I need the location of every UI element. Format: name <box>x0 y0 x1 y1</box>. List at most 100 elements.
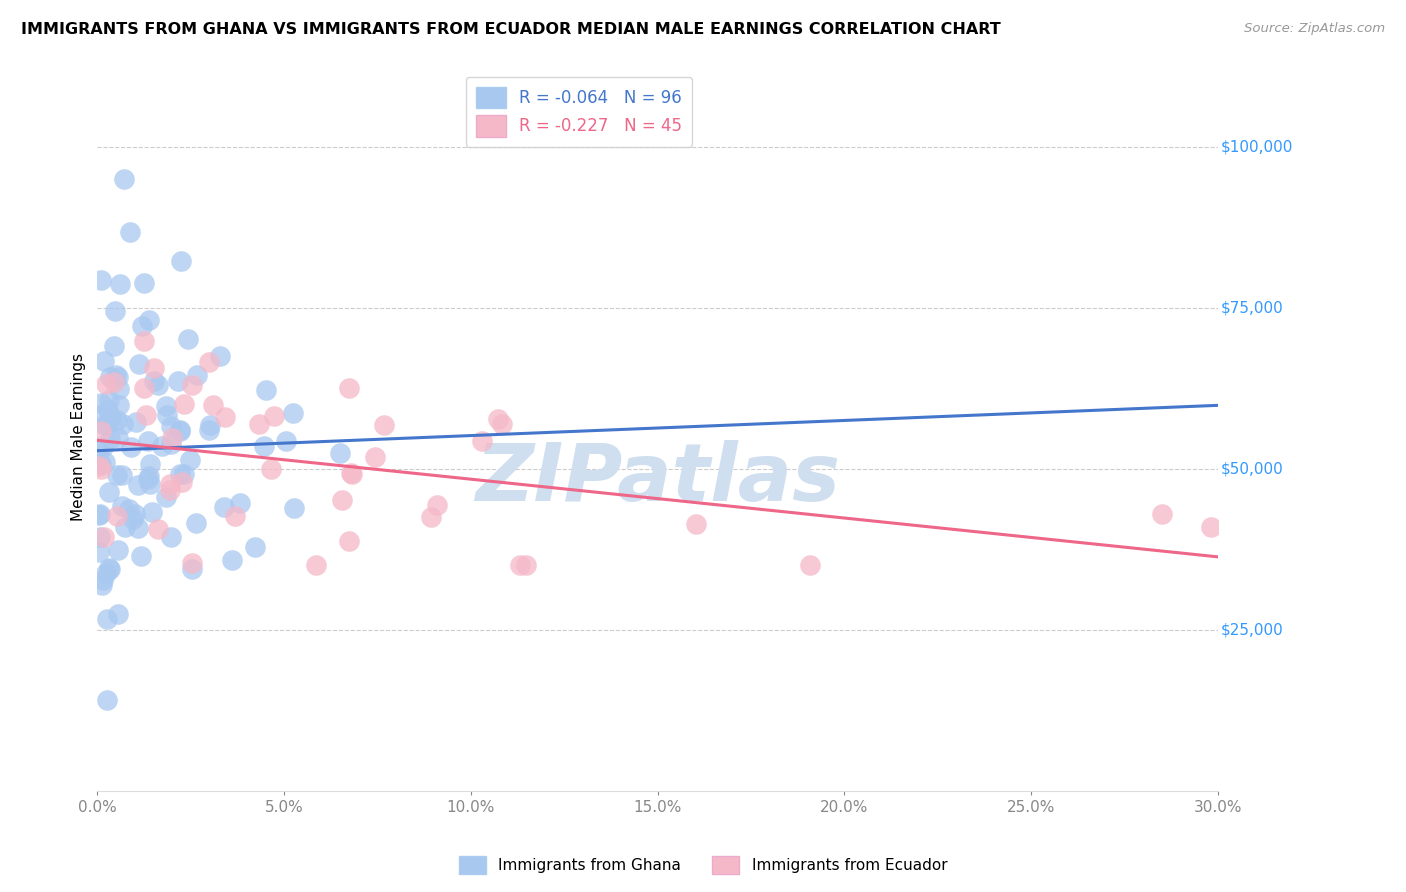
Point <box>177 332 200 346</box>
Point <box>127 478 149 492</box>
Point <box>131 319 153 334</box>
Point <box>107 543 129 558</box>
Point <box>97 560 120 574</box>
Point <box>221 553 243 567</box>
Point <box>105 413 128 427</box>
Point <box>91 440 114 454</box>
Point <box>155 490 177 504</box>
Point <box>108 382 131 396</box>
Point <box>224 508 246 523</box>
Point <box>198 417 221 432</box>
Text: $100,000: $100,000 <box>1220 140 1292 154</box>
Point <box>105 467 128 482</box>
Point <box>103 339 125 353</box>
Point <box>491 417 513 432</box>
Point <box>340 467 363 482</box>
Point <box>180 378 202 392</box>
Point <box>97 393 120 408</box>
Point <box>107 431 129 445</box>
Point <box>108 398 131 412</box>
Point <box>197 355 219 369</box>
Point <box>159 530 181 544</box>
Text: $75,000: $75,000 <box>1220 301 1284 316</box>
Point <box>90 578 112 592</box>
Point <box>111 417 134 431</box>
Point <box>96 693 118 707</box>
Point <box>197 423 219 437</box>
Point <box>471 434 494 448</box>
Point <box>111 499 134 513</box>
Point <box>330 493 353 508</box>
Legend: R = -0.064   N = 96, R = -0.227   N = 45: R = -0.064 N = 96, R = -0.227 N = 45 <box>465 77 692 146</box>
Point <box>111 467 134 482</box>
Point <box>169 424 191 438</box>
Point <box>283 501 305 516</box>
Point <box>124 415 146 429</box>
Point <box>166 374 188 388</box>
Point <box>509 558 531 573</box>
Point <box>98 370 121 384</box>
Point <box>104 368 127 382</box>
Point <box>181 562 204 576</box>
Point <box>103 375 125 389</box>
Point <box>93 531 115 545</box>
Point <box>132 381 155 395</box>
Legend: Immigrants from Ghana, Immigrants from Ecuador: Immigrants from Ghana, Immigrants from E… <box>453 850 953 880</box>
Point <box>208 349 231 363</box>
Point <box>89 441 111 455</box>
Point <box>159 418 181 433</box>
Point <box>247 417 270 431</box>
Point <box>515 558 537 573</box>
Point <box>112 172 135 186</box>
Point <box>89 508 111 522</box>
Point <box>104 303 127 318</box>
Point <box>124 507 146 521</box>
Point <box>186 368 208 382</box>
Point <box>1150 507 1173 521</box>
Point <box>105 508 128 523</box>
Point <box>114 520 136 534</box>
Point <box>138 313 160 327</box>
Point <box>132 277 155 291</box>
Point <box>107 370 129 384</box>
Point <box>1199 520 1222 534</box>
Point <box>201 398 224 412</box>
Point <box>340 466 363 480</box>
Y-axis label: Median Male Earnings: Median Male Earnings <box>72 352 86 521</box>
Point <box>94 418 117 433</box>
Point <box>364 450 387 465</box>
Point <box>93 417 115 432</box>
Point <box>486 411 509 425</box>
Point <box>122 512 145 526</box>
Point <box>426 499 449 513</box>
Point <box>799 558 821 573</box>
Point <box>136 472 159 486</box>
Point <box>150 438 173 452</box>
Point <box>98 433 121 447</box>
Point <box>169 423 191 437</box>
Point <box>89 530 111 544</box>
Text: $25,000: $25,000 <box>1220 623 1284 637</box>
Point <box>263 409 285 424</box>
Point <box>337 533 360 548</box>
Point <box>128 357 150 371</box>
Point <box>156 409 179 423</box>
Point <box>118 501 141 516</box>
Text: IMMIGRANTS FROM GHANA VS IMMIGRANTS FROM ECUADOR MEDIAN MALE EARNINGS CORRELATIO: IMMIGRANTS FROM GHANA VS IMMIGRANTS FROM… <box>21 22 1001 37</box>
Point <box>142 361 165 376</box>
Point <box>276 434 298 449</box>
Point <box>260 462 283 476</box>
Point <box>179 453 201 467</box>
Text: Source: ZipAtlas.com: Source: ZipAtlas.com <box>1244 22 1385 36</box>
Point <box>169 467 191 481</box>
Point <box>146 522 169 536</box>
Point <box>160 437 183 451</box>
Point <box>172 475 194 489</box>
Point <box>97 484 120 499</box>
Point <box>173 396 195 410</box>
Point <box>243 540 266 554</box>
Point <box>339 381 361 395</box>
Point <box>139 476 162 491</box>
Point <box>138 434 160 448</box>
Point <box>90 396 112 410</box>
